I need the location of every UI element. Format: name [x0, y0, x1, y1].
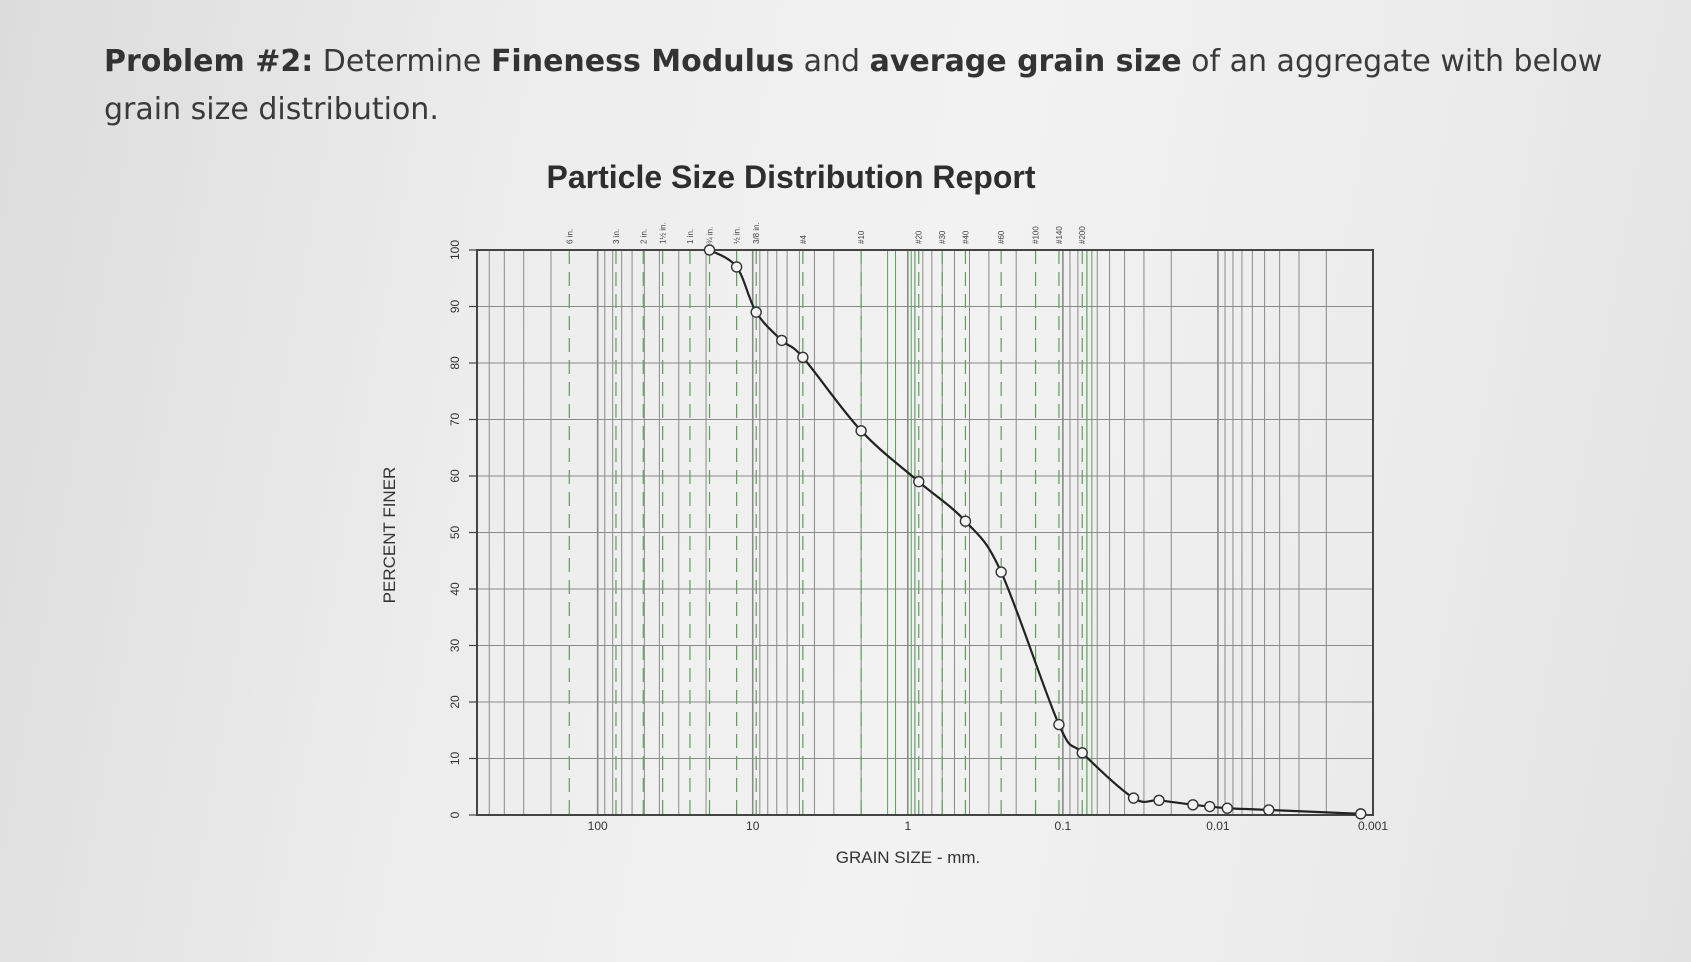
- y-tick-label: 100: [448, 240, 462, 260]
- grid: [476, 249, 1374, 816]
- data-point: [703, 244, 716, 256]
- sieve-label: #4: [799, 235, 808, 244]
- x-tick-label: 0.1: [1055, 819, 1072, 833]
- problem-bold-grain: average grain size: [869, 44, 1182, 79]
- y-tick-label: 20: [448, 695, 462, 709]
- data-point: [730, 261, 743, 273]
- sieve-label: #140: [1055, 226, 1064, 244]
- data-point: [776, 334, 788, 347]
- problem-statement: Problem #2: Determine Fineness Modulus a…: [104, 38, 1664, 134]
- problem-label: Problem #2:: [104, 44, 314, 79]
- sieve-label: #100: [1032, 226, 1041, 244]
- data-point: [750, 306, 762, 318]
- x-tick-label: 0.01: [1206, 819, 1230, 833]
- data-point: [1053, 718, 1065, 731]
- y-tick-label: 40: [448, 582, 462, 596]
- problem-text-1: Determine: [322, 44, 482, 79]
- gradation-line: [708, 249, 1361, 815]
- problem-text-3: of an aggregate with below grain size di…: [104, 44, 1603, 127]
- data-point: [855, 425, 867, 437]
- sieve-label: ¾ in.: [706, 227, 715, 244]
- sieve-label: 2 in.: [639, 229, 648, 244]
- data-point: [1127, 792, 1140, 804]
- chart-title: Particle Size Distribution Report: [547, 159, 1036, 195]
- y-tick-label: 50: [448, 526, 462, 540]
- y-tick-label: 70: [448, 413, 462, 427]
- data-point: [1204, 800, 1216, 813]
- data-point: [959, 515, 972, 527]
- x-tick-label: 10: [746, 819, 760, 833]
- sieve-lines: 6 in. 3 in. 2 in. 1½ in. 1 in. ¾ in. ½ in. 3/8 …: [565, 222, 1093, 815]
- data-point: [797, 351, 809, 364]
- gradation-curve: [703, 244, 1367, 820]
- data-point: [995, 566, 1007, 578]
- data-point: [1187, 799, 1199, 811]
- sieve-label: 3 in.: [612, 229, 621, 244]
- y-tick-label: 0: [448, 811, 462, 818]
- x-tick-label: 0.001: [1358, 819, 1388, 833]
- x-tick-label: 100: [588, 819, 608, 833]
- sieve-label: 1 in.: [686, 229, 695, 244]
- data-point: [1076, 747, 1088, 759]
- y-tick-label: 60: [448, 469, 462, 483]
- sieve-label: #40: [961, 230, 970, 244]
- sieve-label: #200: [1078, 226, 1087, 244]
- data-point: [1263, 804, 1275, 816]
- problem-bold-fineness: Fineness Modulus: [490, 44, 795, 79]
- problem-text-2: and: [803, 44, 861, 79]
- data-point: [913, 475, 925, 488]
- y-axis-label: PERCENT FINER: [380, 467, 399, 604]
- sieve-label: #10: [857, 230, 866, 244]
- sieve-label: 1½ in.: [659, 222, 668, 244]
- y-tick-label: 30: [448, 639, 462, 653]
- data-point: [1153, 794, 1165, 807]
- y-tick-label: 80: [448, 356, 462, 370]
- sieve-label: ½ in.: [733, 227, 742, 244]
- x-tick-label: 1: [904, 819, 911, 833]
- sieve-label: #60: [997, 230, 1006, 244]
- y-tick-label: 90: [448, 300, 462, 314]
- y-tick-label: 10: [448, 752, 462, 766]
- plot-frame: [476, 249, 1374, 816]
- axis-ticks: 0 10 20 30 40 50 60 70 80 90 100 100 10 1 0.1 0.01 0.001: [448, 240, 1388, 833]
- sieve-label: 3/8 in.: [752, 222, 761, 244]
- data-point: [1221, 802, 1234, 814]
- sieve-label: #30: [938, 230, 947, 244]
- sieve-label: #20: [915, 230, 924, 244]
- data-point: [1355, 808, 1367, 820]
- x-axis-label: GRAIN SIZE - mm.: [836, 848, 981, 867]
- sieve-label: 6 in.: [565, 229, 574, 244]
